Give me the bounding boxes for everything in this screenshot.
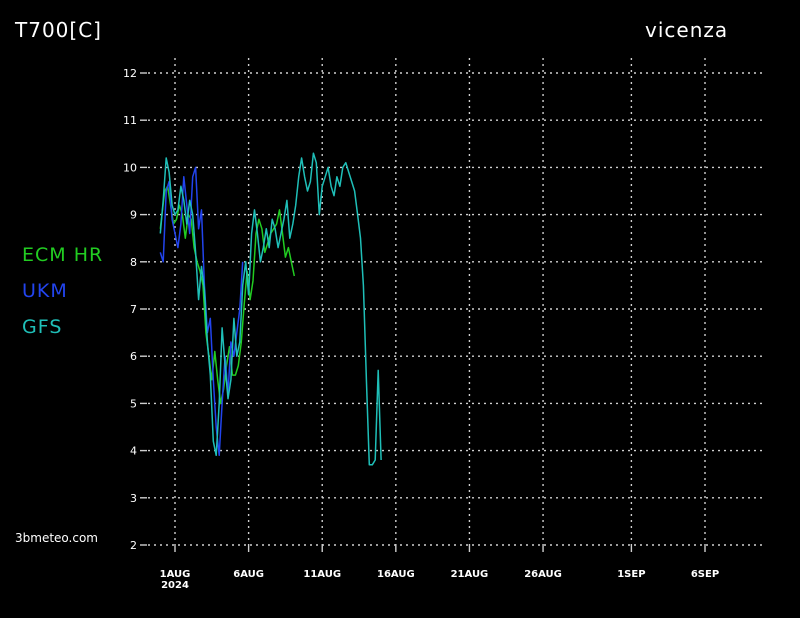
x-tick-label: 11AUG (303, 569, 341, 580)
y-tick-label: 5 (130, 397, 137, 410)
watermark: 3bmeteo.com (15, 531, 98, 545)
legend-item-gfs: GFS (22, 316, 62, 338)
series-line-ecm-hr (159, 185, 296, 405)
series-lines (159, 152, 382, 466)
y-tick-label: 3 (130, 492, 137, 505)
x-tick-label: 16AUG (377, 569, 415, 580)
y-tick-label: 9 (130, 209, 137, 222)
x-tick-label: 6AUG (233, 569, 264, 580)
y-tick-label: 8 (130, 256, 137, 269)
series-line-gfs (159, 152, 382, 466)
series-line-ukm (159, 166, 244, 457)
x-tick-label: 6SEP (691, 569, 719, 580)
chart-location-title: vicenza (645, 18, 728, 42)
grid (148, 58, 763, 546)
legend: ECM HR UKM GFS (22, 244, 103, 338)
legend-item-ukm: UKM (22, 280, 68, 302)
y-tick-label: 10 (123, 161, 137, 174)
x-tick-label: 26AUG (524, 569, 562, 580)
y-tick-label: 6 (130, 350, 137, 363)
y-tick-label: 2 (130, 539, 137, 552)
y-tick-label: 11 (123, 114, 137, 127)
x-tick-label: 1SEP (617, 569, 645, 580)
x-tick-sublabel: 2024 (161, 580, 189, 591)
y-tick-label: 4 (130, 445, 137, 458)
y-tick-label: 7 (130, 303, 137, 316)
legend-item-ecm-hr: ECM HR (22, 244, 103, 266)
x-tick-label: 21AUG (451, 569, 489, 580)
x-tick-label: 1AUG (160, 569, 191, 580)
y-tick-label: 12 (123, 67, 137, 80)
chart-variable-title: T700[C] (14, 18, 102, 42)
